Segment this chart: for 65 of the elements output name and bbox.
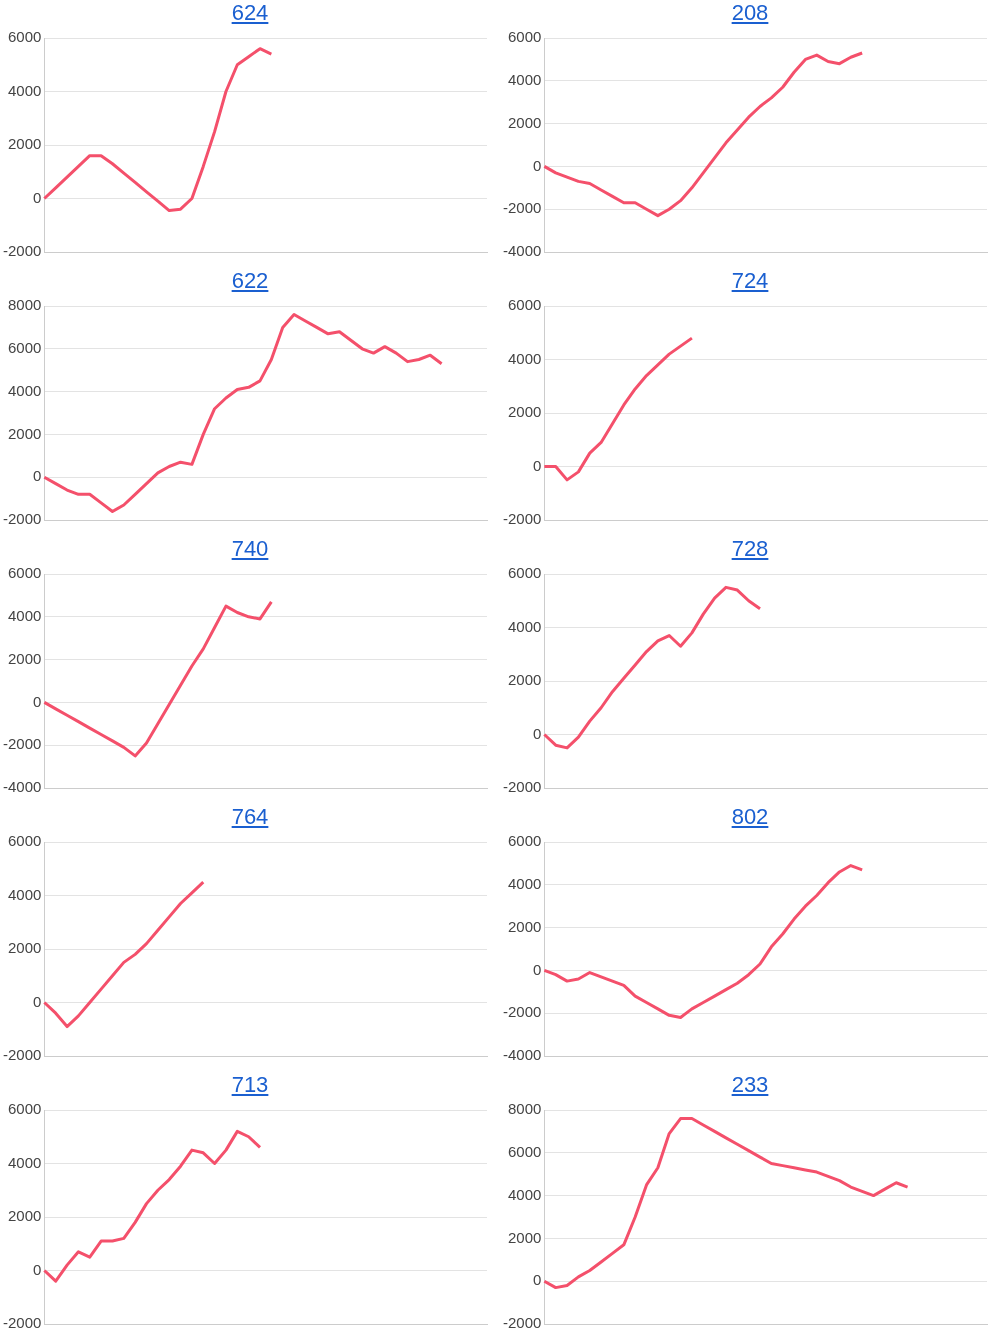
y-tick-label: 4000 (7, 381, 42, 399)
y-tick-label: 6000 (7, 564, 42, 582)
y-tick-label: -4000 (2, 778, 42, 796)
y-tick-label: 2000 (7, 135, 42, 153)
y-tick-label: 4000 (507, 1185, 542, 1203)
chart-title: 802 (730, 804, 770, 830)
y-tick-label: -2000 (2, 735, 42, 753)
y-tick-label: 6000 (507, 564, 542, 582)
y-tick-label: 4000 (507, 70, 542, 88)
y-tick-label: 8000 (507, 1100, 542, 1118)
y-tick-label: -2000 (502, 510, 542, 528)
chart-title: 728 (730, 536, 770, 562)
y-tick-label: -4000 (502, 242, 542, 260)
y-tick-label: 2000 (7, 1207, 42, 1225)
y-tick-label: 2000 (507, 917, 542, 935)
chart-title: 622 (230, 268, 270, 294)
y-tick-label: -2000 (502, 199, 542, 217)
y-tick-label: 2000 (7, 939, 42, 957)
y-tick-label: 0 (33, 188, 42, 206)
y-tick-label: 0 (533, 156, 542, 174)
y-tick-label: -2000 (502, 1314, 542, 1332)
y-tick-label: 4000 (507, 349, 542, 367)
y-tick-label: 8000 (7, 296, 42, 314)
chart-title: 624 (230, 0, 270, 26)
chart-title: 713 (230, 1072, 270, 1098)
y-tick-label: 6000 (507, 832, 542, 850)
y-tick-label: -2000 (502, 778, 542, 796)
y-tick-label: -4000 (502, 1046, 542, 1064)
chart-title: 233 (730, 1072, 770, 1098)
y-tick-label: 2000 (7, 424, 42, 442)
y-tick-label: -2000 (2, 1314, 42, 1332)
y-tick-label: 0 (533, 724, 542, 742)
y-tick-label: 2000 (507, 671, 542, 689)
y-tick-label: 2000 (507, 1228, 542, 1246)
chart-title: 764 (230, 804, 270, 830)
y-tick-label: -2000 (502, 1003, 542, 1021)
y-tick-label: 2000 (507, 403, 542, 421)
y-tick-label: 6000 (507, 296, 542, 314)
chart-title: 724 (730, 268, 770, 294)
y-tick-label: 0 (533, 960, 542, 978)
chart-title: 740 (230, 536, 270, 562)
y-tick-label: -2000 (2, 242, 42, 260)
y-tick-label: 0 (33, 692, 42, 710)
y-tick-label: 6000 (7, 1100, 42, 1118)
y-tick-label: 2000 (7, 649, 42, 667)
y-tick-label: 6000 (507, 1142, 542, 1160)
y-tick-label: 6000 (7, 338, 42, 356)
y-tick-label: 4000 (7, 81, 42, 99)
y-tick-label: 6000 (7, 832, 42, 850)
y-tick-label: 2000 (507, 113, 542, 131)
y-tick-label: 4000 (7, 1153, 42, 1171)
y-tick-label: 4000 (507, 617, 542, 635)
chart-title: 208 (730, 0, 770, 26)
y-tick-label: 6000 (507, 28, 542, 46)
y-tick-label: 0 (533, 456, 542, 474)
y-tick-label: 0 (33, 1260, 42, 1278)
y-tick-label: 4000 (507, 874, 542, 892)
y-tick-label: 6000 (7, 28, 42, 46)
y-tick-label: 0 (33, 992, 42, 1010)
y-tick-label: 0 (533, 1271, 542, 1289)
y-tick-label: -2000 (2, 510, 42, 528)
y-tick-label: 4000 (7, 606, 42, 624)
y-tick-label: 4000 (7, 885, 42, 903)
y-tick-label: 0 (33, 467, 42, 485)
y-tick-label: -2000 (2, 1046, 42, 1064)
